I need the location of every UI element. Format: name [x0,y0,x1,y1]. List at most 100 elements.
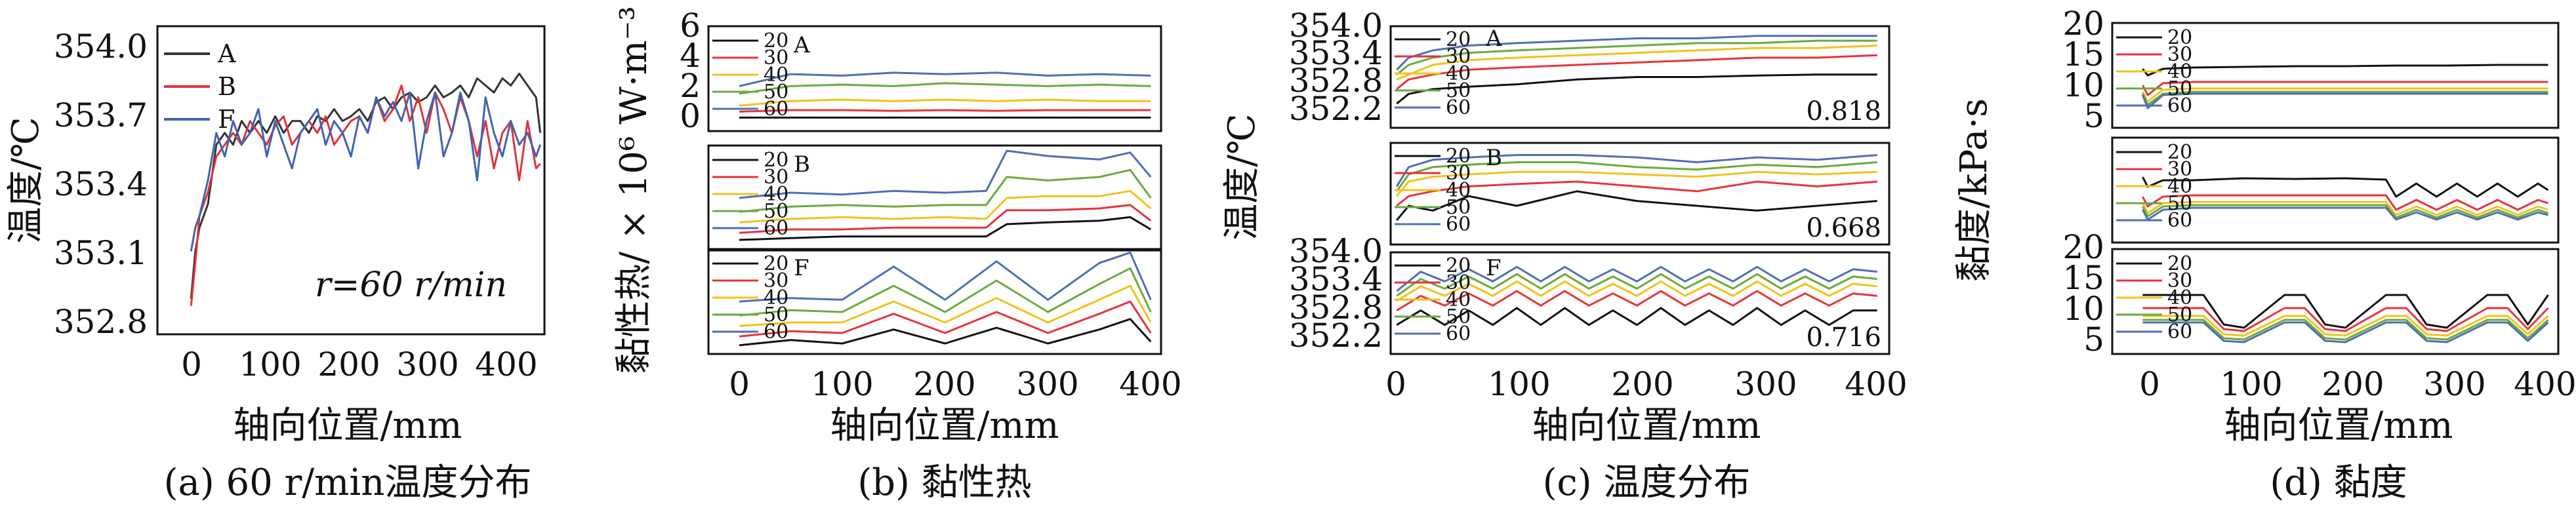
panel-d-1-series-50 [2142,90,2548,106]
panel-d-1-legend-label-50: 50 [2167,77,2192,100]
panel-d-2-legend-label-40: 40 [2167,175,2192,198]
panel-c-F-legend-label-20: 20 [1446,254,1471,277]
panel-b-ytick-2: 2 [680,67,701,105]
panel-b-sub-B-frame [707,144,1162,252]
panel-d-1-legend-label-40: 40 [2167,60,2192,83]
panel-c-tag-A: A [1485,26,1502,52]
panel-a-xtick-0: 0 [181,345,202,383]
panel-c-A-series-40 [1396,45,1877,81]
panel-d-ytick-20-top: 20 [2062,5,2104,43]
panel-c-A-legend-label-50: 50 [1446,79,1471,102]
panel-d-ytick-5-bottom: 5 [2083,321,2104,359]
panel-b-sub-A-frame [707,25,1162,132]
panel-a-xtick-100: 100 [239,345,301,383]
panel-c-ytick-354-0-top: 354.0 [1289,7,1383,45]
panel-d-1-series-30 [2142,81,2548,96]
panel-c-ytick-353-4-top: 353.4 [1289,34,1383,72]
panel-c-xtick-300: 300 [1734,365,1797,403]
panel-c-B-series-50 [1395,161,1877,192]
panel-c-xtick-100: 100 [1488,365,1550,403]
panel-c-A-series-60 [1396,35,1877,71]
panel-b-F-series-60 [739,251,1152,303]
panel-d-1-series-20 [2142,64,2548,77]
panel-c-B-series-30 [1396,180,1877,207]
panel-b-B-legend-label-50: 50 [764,200,788,223]
panel-c-series-group [1395,35,1877,326]
panel-c-A-legend-label-20: 20 [1446,28,1471,51]
panel-a-plot-frame [156,25,546,336]
panel-d-xtick-300: 300 [2423,365,2485,403]
panel-d-1-series-40 [2142,87,2548,103]
panel-c-B-legend-label-20: 20 [1446,145,1471,168]
panel-a-series-F [190,91,542,252]
panel-c-F-series-60 [1396,265,1877,292]
panel-c-F-series-40 [1396,280,1877,302]
panel-d-3-series-20 [2142,294,2549,329]
panel-b-tag-A: A [793,32,810,58]
panel-d-1-legend-label-30: 30 [2167,43,2192,66]
panel-c-A-legend-label-30: 30 [1446,45,1471,68]
panel-d-2-legend-label-50: 50 [2167,192,2192,215]
panel-c-A-series-50 [1396,39,1877,75]
panel-a-ylabel: 温度/℃ [5,117,47,244]
panel-b-F-series-30 [739,300,1152,338]
panel-c-ytick-352-2-top: 352.2 [1289,90,1383,128]
panel-a-ytick-354-0: 354.0 [54,28,148,66]
panel-b-A-series-50 [739,82,1151,95]
panel-c-ytick-352-2-bottom: 352.2 [1289,317,1383,355]
panel-d-sub-3-frame [2111,248,2560,355]
panel-c-F-series-50 [1396,273,1877,297]
panel-b-tag-B: B [794,151,810,178]
panel-b-A-legend-label-50: 50 [764,81,788,104]
panel-b-xtick-300: 300 [1016,365,1078,403]
panel-c-B-legend-label-50: 50 [1446,196,1471,219]
panel-c-sub-F-frame [1389,251,1891,355]
panel-d-xtick-400: 400 [2514,365,2576,403]
panel-b-B-series-40 [739,189,1152,224]
panel-c-xtick-400: 400 [1845,365,1907,403]
panel-a-series-A [190,72,542,299]
panel-b-F-legend-label-30: 30 [764,269,788,292]
panel-c-sub-A-frame [1389,25,1891,129]
panel-d-3-series-60 [2142,321,2549,343]
panel-c-xlabel: 轴向位置/mm [1532,404,1761,447]
panel-b-F-series-40 [739,284,1152,327]
panel-c-A-series-30 [1396,54,1877,90]
panel-b-xtick-100: 100 [811,365,873,403]
panel-d-2-series-40 [2142,201,2548,216]
panel-b-A-legend-label-20: 20 [764,29,788,52]
panel-d-sub-2-frame [2111,136,2560,244]
panel-d-ytick-15-bottom: 15 [2062,259,2104,297]
panel-b-F-legend-label-20: 20 [764,252,788,275]
legend-label-A: A [217,39,236,68]
panel-d-3-legend-label-60: 60 [2167,321,2192,343]
panel-a-ytick-353-7: 353.7 [54,96,148,134]
panel-b-A-legend-label-30: 30 [764,47,788,69]
panel-d-xtick-100: 100 [2220,365,2282,403]
panel-b-tag-F: F [794,255,809,281]
panel-b-F-series-20 [739,318,1152,347]
panel-d-2-legend-label-30: 30 [2167,158,2192,181]
panel-d-2-series-20 [2142,176,2549,198]
panel-b-B-series-20 [739,216,1152,241]
panel-d-3-series-40 [2142,315,2549,337]
panel-b-ytick-0: 0 [680,97,701,135]
panel-b-ylabel: 黏性热/ × 10⁶ W·m⁻³ [613,6,655,374]
panel-a-ytick-352-8: 352.8 [54,303,148,341]
panel-c-corr-B: 0.668 [1806,213,1881,243]
panel-b-A-series-60 [739,71,1151,87]
panel-d-1-legend-label-60: 60 [2167,94,2192,117]
panel-c-corr-A: 0.818 [1806,96,1881,127]
panel-c-B-legend-label-60: 60 [1446,213,1471,236]
panel-d-xtick-0: 0 [2139,365,2160,403]
panel-d-ytick-15-top: 15 [2062,35,2104,73]
panel-a-caption: (a) 60 r/min温度分布 [164,461,532,504]
panel-c-B-series-20 [1396,190,1877,222]
panel-a: 354.0 353.7 353.4 353.1 352.8 0 100 200 … [5,25,546,504]
panel-b-A-series-30 [739,109,1151,113]
panel-d-caption: (d) 黏度 [2270,461,2407,504]
panel-a-legend: A B F [164,39,236,134]
panel-d-series-group [2142,64,2549,343]
